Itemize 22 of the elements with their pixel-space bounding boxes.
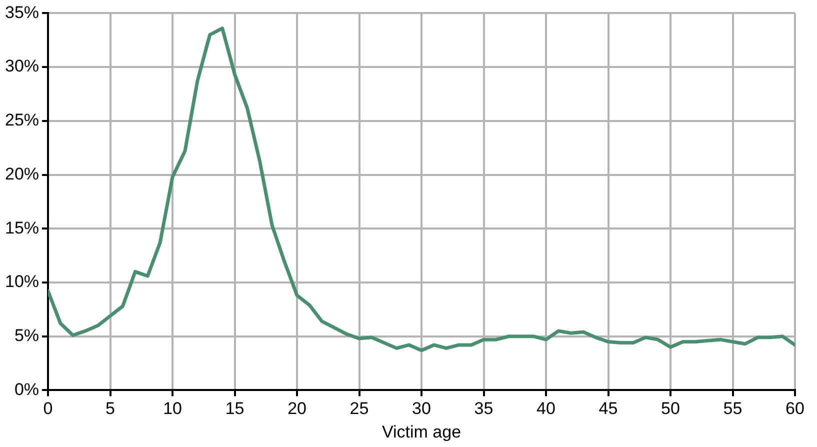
y-tick-label: 15%: [4, 218, 40, 238]
x-tick-label: 60: [786, 399, 804, 418]
y-tick-label: 20%: [4, 164, 40, 184]
x-tick-label: 10: [163, 399, 182, 418]
y-tick-label: 25%: [4, 110, 40, 130]
x-tick-label: 5: [106, 399, 116, 418]
x-tick-label: 35: [474, 399, 494, 418]
x-tick-label: 30: [412, 399, 431, 418]
x-tick-label: 55: [723, 399, 742, 418]
x-tick-label: 15: [225, 399, 244, 418]
x-tick-label: 40: [536, 399, 556, 418]
y-tick-label: 10%: [4, 272, 40, 292]
y-tick-label: 30%: [4, 56, 40, 76]
x-tick-label: 25: [350, 399, 369, 418]
x-tick-label: 0: [43, 399, 53, 418]
y-tick-label: 5%: [14, 326, 40, 346]
x-tick-label: 20: [288, 399, 306, 418]
x-axis-title: Victim age: [382, 422, 462, 442]
x-tick-label: 45: [598, 399, 618, 418]
x-tick-label: 50: [661, 399, 680, 418]
y-tick-label: 35%: [4, 2, 40, 22]
y-tick-label: 0%: [14, 380, 40, 399]
